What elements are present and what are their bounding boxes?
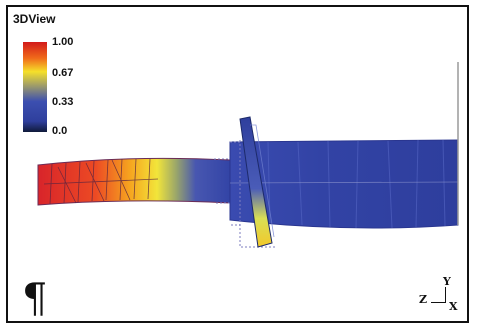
pilcrow-icon: ¶ [22, 276, 48, 322]
mesh-left-section [37, 157, 231, 206]
axis-triad-icon: Y Z X [419, 275, 459, 315]
mesh-blade [239, 116, 275, 248]
legend-label-lower: 0.33 [52, 96, 74, 108]
axis-line-vertical [445, 287, 446, 303]
color-legend-bar [23, 42, 47, 132]
view-title: 3DView [13, 12, 56, 26]
axis-label-z: Z [419, 293, 428, 306]
legend-label-upper: 0.67 [52, 67, 74, 79]
axis-label-x: X [449, 300, 458, 313]
3d-viewport[interactable]: 3DView 1.00 0.67 0.33 0.0 [6, 5, 469, 323]
legend-label-max: 1.00 [52, 36, 74, 48]
legend-label-min: 0.0 [52, 125, 68, 137]
mesh-scene[interactable] [8, 7, 467, 321]
axis-label-y: Y [443, 275, 451, 288]
mesh-right-section [229, 62, 459, 248]
axis-line-horizontal [431, 302, 446, 303]
